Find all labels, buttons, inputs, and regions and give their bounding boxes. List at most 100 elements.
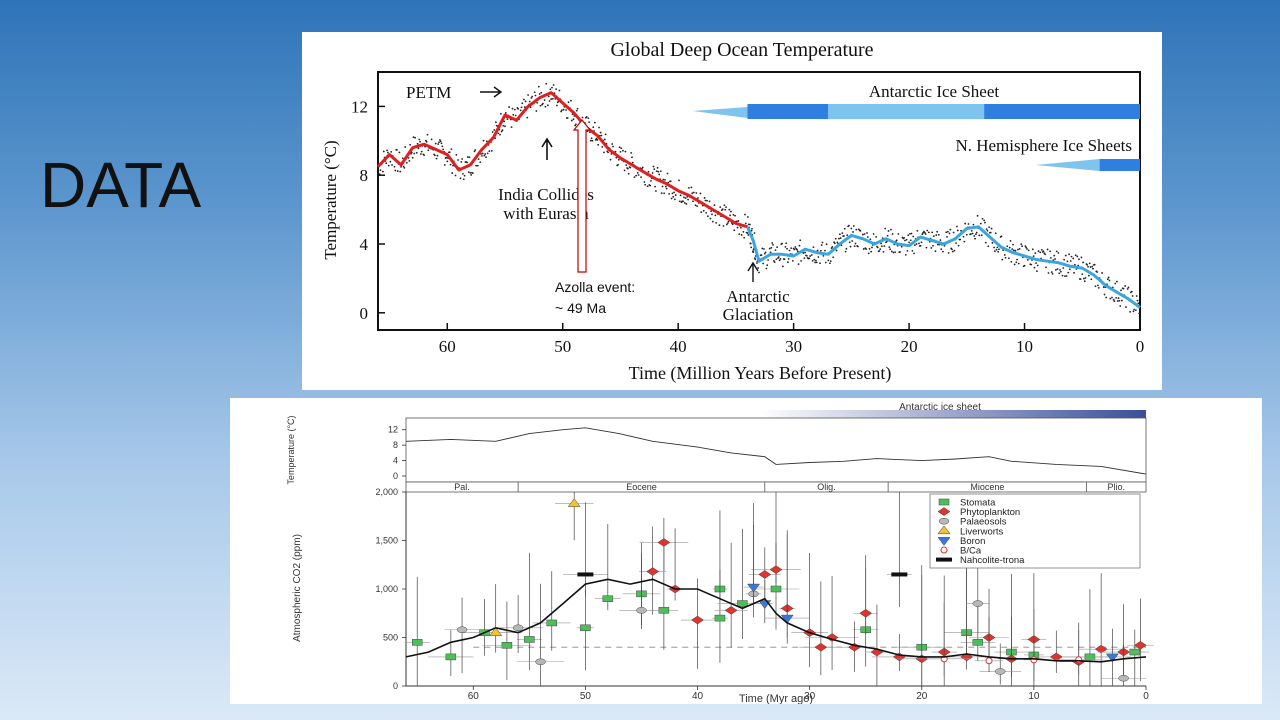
raw-data-point <box>1132 310 1135 313</box>
raw-data-point <box>1081 273 1084 276</box>
raw-data-point <box>889 248 892 251</box>
epoch-labels: Pal. Eocene Olig. Miocene Plio. <box>454 482 1125 492</box>
raw-data-point <box>848 241 851 244</box>
raw-data-point <box>844 250 847 253</box>
raw-data-point <box>697 197 699 199</box>
raw-data-point <box>1063 258 1066 261</box>
raw-data-point <box>641 166 644 169</box>
raw-data-point <box>733 229 736 232</box>
raw-data-point <box>940 248 943 251</box>
proxy-point <box>1118 674 1129 682</box>
raw-data-point <box>556 104 558 107</box>
raw-data-point <box>1006 245 1009 248</box>
raw-data-point <box>1129 310 1132 313</box>
raw-data-point <box>671 192 674 195</box>
raw-data-point <box>575 123 577 126</box>
raw-data-point <box>890 250 893 253</box>
raw-data-point <box>528 100 531 103</box>
raw-data-point <box>897 233 900 235</box>
raw-data-point <box>859 229 862 232</box>
raw-data-point <box>524 100 527 103</box>
raw-data-point <box>696 205 699 208</box>
raw-data-point <box>445 156 448 159</box>
raw-data-point <box>813 258 816 261</box>
raw-data-point <box>617 158 620 161</box>
raw-data-point <box>1122 287 1125 290</box>
raw-data-point <box>947 252 950 254</box>
raw-data-point <box>446 160 449 163</box>
co2-x-tick-label: 10 <box>1028 691 1040 702</box>
epoch-band <box>405 481 1147 493</box>
raw-data-point <box>514 114 517 117</box>
raw-data-point <box>1021 245 1023 248</box>
annotation-india-line2: with Eurasia <box>503 204 589 223</box>
raw-data-point <box>974 233 977 235</box>
raw-data-point <box>980 234 983 237</box>
co2-x-tick-label: 20 <box>916 691 928 702</box>
raw-data-point <box>1014 249 1017 252</box>
proxy-point <box>972 600 984 607</box>
raw-data-point <box>646 185 649 188</box>
raw-data-point <box>1076 255 1079 258</box>
raw-data-point <box>386 151 389 154</box>
raw-data-point <box>956 225 958 228</box>
raw-data-point <box>549 88 552 91</box>
raw-data-point <box>787 258 790 260</box>
raw-data-point <box>527 94 529 96</box>
raw-data-point <box>793 248 796 251</box>
raw-data-point <box>1023 264 1026 267</box>
raw-data-point <box>926 229 929 232</box>
raw-data-point <box>758 271 760 274</box>
raw-data-point <box>562 108 565 111</box>
raw-data-point <box>925 246 928 249</box>
raw-data-point <box>1055 250 1058 253</box>
raw-data-point <box>852 225 855 227</box>
raw-data-point <box>690 186 693 189</box>
raw-data-point <box>586 130 589 133</box>
raw-data-point <box>815 261 818 264</box>
raw-data-point <box>441 145 444 148</box>
x-tick-label: 0 <box>1136 337 1145 356</box>
x-tick-label: 10 <box>1016 337 1033 356</box>
raw-data-point <box>841 232 844 235</box>
raw-data-point <box>774 249 777 252</box>
raw-data-point <box>1127 286 1130 289</box>
raw-data-point <box>1054 258 1056 260</box>
proxy-point <box>535 658 546 665</box>
temperature-series <box>376 82 1141 315</box>
raw-data-point <box>838 237 840 240</box>
ocean-temperature-chart-panel: Global Deep Ocean Temperature 60 50 40 30 20… <box>302 32 1162 390</box>
raw-data-point <box>916 229 919 232</box>
annotation-glaciation-line2: Glaciation <box>723 305 794 324</box>
proxy-point <box>580 624 591 632</box>
raw-data-point <box>615 156 618 159</box>
raw-data-point <box>603 151 605 154</box>
raw-data-point <box>581 116 584 119</box>
raw-data-point <box>622 149 624 152</box>
raw-data-point <box>740 234 743 236</box>
raw-data-point <box>502 124 505 127</box>
raw-data-point <box>1034 252 1037 255</box>
raw-data-point <box>519 109 522 112</box>
raw-data-point <box>659 170 662 173</box>
raw-data-point <box>817 256 820 258</box>
raw-data-point <box>1003 254 1006 256</box>
raw-data-point <box>1010 260 1013 263</box>
raw-data-point <box>727 220 730 223</box>
raw-data-point <box>544 105 547 108</box>
proxy-point <box>445 653 457 661</box>
raw-data-point <box>439 140 442 143</box>
raw-data-point <box>655 170 658 173</box>
raw-data-point <box>729 214 732 217</box>
raw-data-point <box>978 234 981 237</box>
raw-data-point <box>551 97 554 100</box>
proxy-point <box>994 668 1006 675</box>
raw-data-point <box>684 197 687 200</box>
raw-data-point <box>469 171 472 174</box>
raw-data-point <box>714 214 717 217</box>
raw-data-point <box>660 192 663 195</box>
raw-data-point <box>1050 271 1053 273</box>
proxy-point <box>456 626 468 633</box>
raw-data-point <box>543 99 546 101</box>
raw-data-point <box>624 150 627 153</box>
